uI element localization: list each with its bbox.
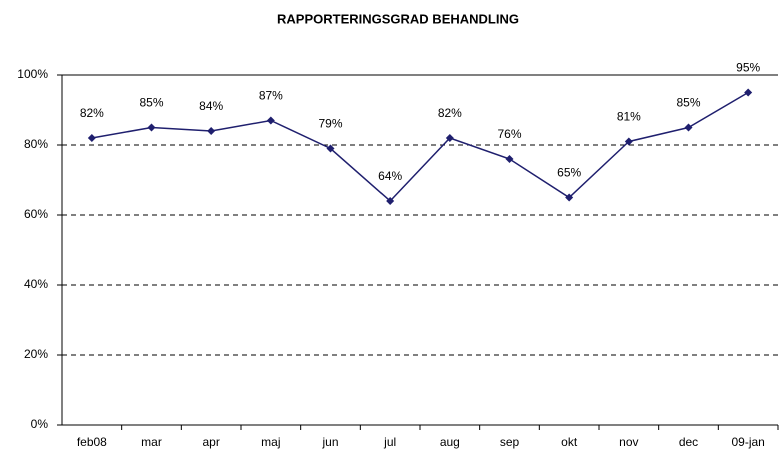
y-tick-label: 20% bbox=[24, 347, 48, 361]
marker bbox=[266, 116, 275, 125]
x-tick-label: feb08 bbox=[77, 435, 107, 449]
marker bbox=[326, 144, 335, 153]
x-tick-label: jun bbox=[321, 435, 338, 449]
y-tick-label: 0% bbox=[31, 417, 49, 431]
y-tick-label: 40% bbox=[24, 277, 48, 291]
x-tick-label: apr bbox=[202, 435, 219, 449]
x-tick-label: okt bbox=[561, 435, 578, 449]
chart-title: RAPPORTERINGSGRAD BEHANDLING bbox=[277, 11, 519, 26]
data-label: 64% bbox=[378, 169, 402, 183]
x-tick-label: mar bbox=[141, 435, 162, 449]
data-label: 87% bbox=[259, 89, 283, 103]
marker bbox=[565, 193, 574, 202]
x-tick-label: dec bbox=[679, 435, 698, 449]
data-label: 82% bbox=[438, 106, 462, 120]
x-tick-label: aug bbox=[440, 435, 460, 449]
marker bbox=[684, 123, 693, 132]
x-tick-label: 09-jan bbox=[731, 435, 764, 449]
data-label: 76% bbox=[497, 127, 521, 141]
data-label: 95% bbox=[736, 61, 760, 75]
x-tick-label: maj bbox=[261, 435, 280, 449]
line-series bbox=[91, 91, 749, 203]
data-label: 79% bbox=[318, 117, 342, 131]
marker bbox=[624, 137, 633, 146]
x-tick-label: jul bbox=[383, 435, 396, 449]
marker bbox=[87, 134, 96, 142]
marker bbox=[744, 88, 753, 97]
x-tick-label: nov bbox=[619, 435, 638, 449]
y-tick-label: 80% bbox=[24, 137, 48, 151]
marker bbox=[445, 134, 454, 142]
marker bbox=[147, 123, 156, 132]
data-label: 81% bbox=[617, 110, 641, 124]
data-label: 85% bbox=[676, 96, 700, 110]
y-tick-label: 60% bbox=[24, 207, 48, 221]
y-tick-label: 100% bbox=[17, 67, 48, 81]
marker bbox=[207, 127, 216, 135]
data-label: 84% bbox=[199, 99, 223, 113]
data-label: 82% bbox=[80, 106, 104, 120]
x-tick-label: sep bbox=[500, 435, 520, 449]
marker bbox=[386, 197, 395, 205]
data-label: 85% bbox=[139, 96, 163, 110]
marker bbox=[505, 155, 514, 163]
data-label: 65% bbox=[557, 166, 581, 180]
